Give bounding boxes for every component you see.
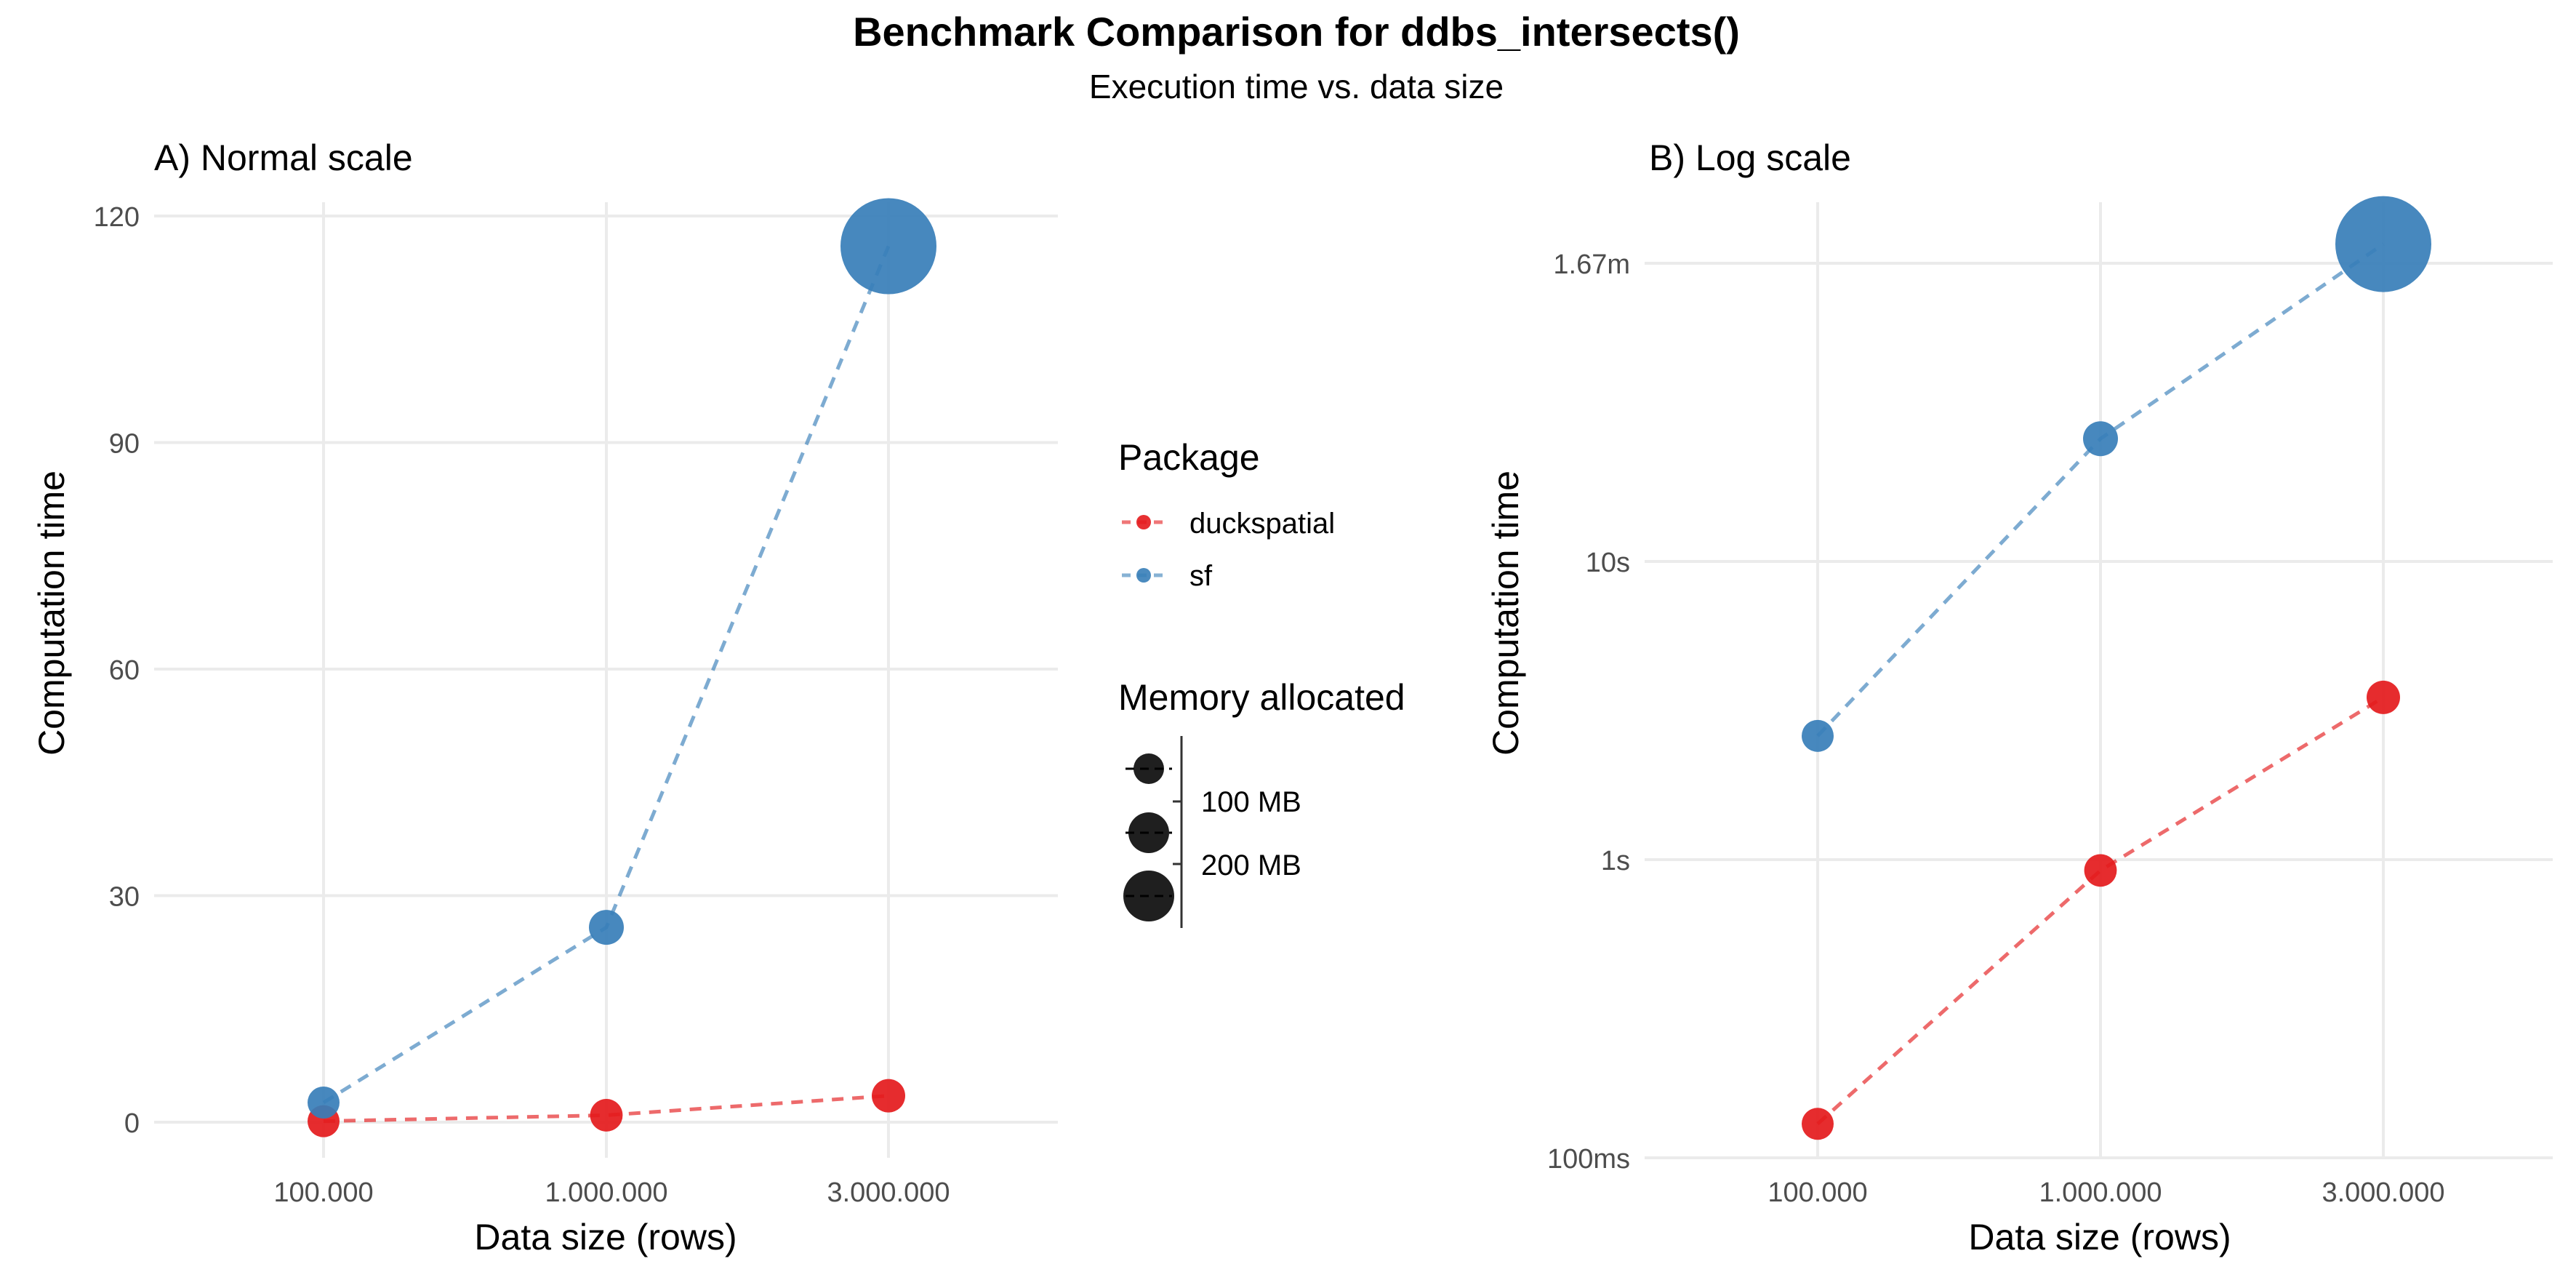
panel-a-y-ticks: 0 30 60 90 120 [94, 202, 140, 1139]
panel-b-sf-point [1802, 719, 1834, 752]
legend-memory-label-200: 200 MB [1201, 849, 1301, 881]
legend-sf-label: sf [1189, 560, 1213, 592]
panel-a-series [308, 198, 936, 1137]
panel-b-duckspatial-point [2084, 854, 2117, 887]
panel-b-duckspatial-line [1816, 695, 2385, 1126]
legend-key-sf [1122, 568, 1167, 583]
legend-duckspatial-label: duckspatial [1189, 508, 1335, 540]
panel-b-y-tick-label: 1s [1601, 846, 1630, 876]
panel-a-duckspatial-point [872, 1079, 905, 1113]
figure-subtitle: Execution time vs. data size [1089, 68, 1504, 105]
figure-title: Benchmark Comparison for ddbs_intersects… [853, 9, 1740, 55]
panel-a-y-tick-label: 0 [124, 1108, 140, 1139]
legend: Package duckspatial sf Memory allocated … [1118, 437, 1405, 928]
panel-b-series [1802, 196, 2431, 1140]
legend-memory-label-100: 100 MB [1201, 786, 1301, 818]
panel-a-sf-point [840, 198, 936, 295]
panel-b-x-axis-label: Data size (rows) [1968, 1217, 2231, 1257]
legend-memory-keys [1123, 736, 1183, 928]
panel-b-y-tick-label: 10s [1586, 548, 1630, 578]
panel-b-sf-point [2335, 196, 2431, 292]
panel-b-y-ticks: 100ms 1s 10s 1.67m [1547, 249, 1630, 1175]
legend-package-title: Package [1118, 437, 1260, 478]
legend-memory-title: Memory allocated [1118, 677, 1405, 718]
panel-b-sf-point [2083, 421, 2118, 457]
panel-b-title: B) Log scale [1649, 137, 1851, 178]
panel-b-y-tick-label: 100ms [1547, 1144, 1630, 1175]
panel-a-x-tick-label: 1.000.000 [545, 1177, 667, 1208]
legend-sf-dot [1136, 568, 1151, 583]
panel-a-x-tick-label: 100.000 [273, 1177, 373, 1208]
panel-a-sf-point [589, 910, 624, 945]
panel-a-y-tick-label: 90 [109, 429, 140, 460]
panel-a-y-tick-label: 120 [94, 202, 140, 233]
panel-b-duckspatial-point [1802, 1108, 1834, 1140]
panel-a-x-axis-label: Data size (rows) [474, 1217, 737, 1257]
panel-a-title: A) Normal scale [154, 137, 413, 178]
panel-b-x-tick-label: 1.000.000 [2039, 1177, 2162, 1208]
panel-a-sf-point [308, 1087, 340, 1119]
panel-a-grid [154, 202, 1058, 1158]
panel-a-x-tick-label: 3.000.000 [827, 1177, 950, 1208]
panel-a-y-axis-label: Computation time [31, 471, 72, 756]
panel-a-duckspatial-point [590, 1099, 623, 1132]
panel-b-y-axis-label: Computation time [1485, 471, 1526, 756]
panel-b-x-tick-label: 100.000 [1768, 1177, 1867, 1208]
panel-a-duckspatial-line [323, 1094, 889, 1124]
panel-b-duckspatial-point [2367, 680, 2400, 714]
legend-duckspatial-dot [1136, 515, 1151, 529]
legend-key-duckspatial [1122, 515, 1167, 529]
panel-a-y-tick-label: 30 [109, 882, 140, 913]
panel-a-y-tick-label: 60 [109, 655, 140, 686]
panel-a-x-ticks: 100.000 1.000.000 3.000.000 [273, 1177, 950, 1208]
panel-a-normal-scale: A) Normal scale 0 30 60 90 120 100.000 1.000.… [31, 137, 1058, 1257]
panel-b-x-tick-label: 3.000.000 [2322, 1177, 2444, 1208]
panel-b-log-scale: B) Log scale 100ms 1s 10s 1.67m 100.000 1.00… [1485, 137, 2553, 1257]
panel-b-y-tick-label: 1.67m [1553, 249, 1630, 280]
panel-b-x-ticks: 100.000 1.000.000 3.000.000 [1768, 1177, 2444, 1208]
